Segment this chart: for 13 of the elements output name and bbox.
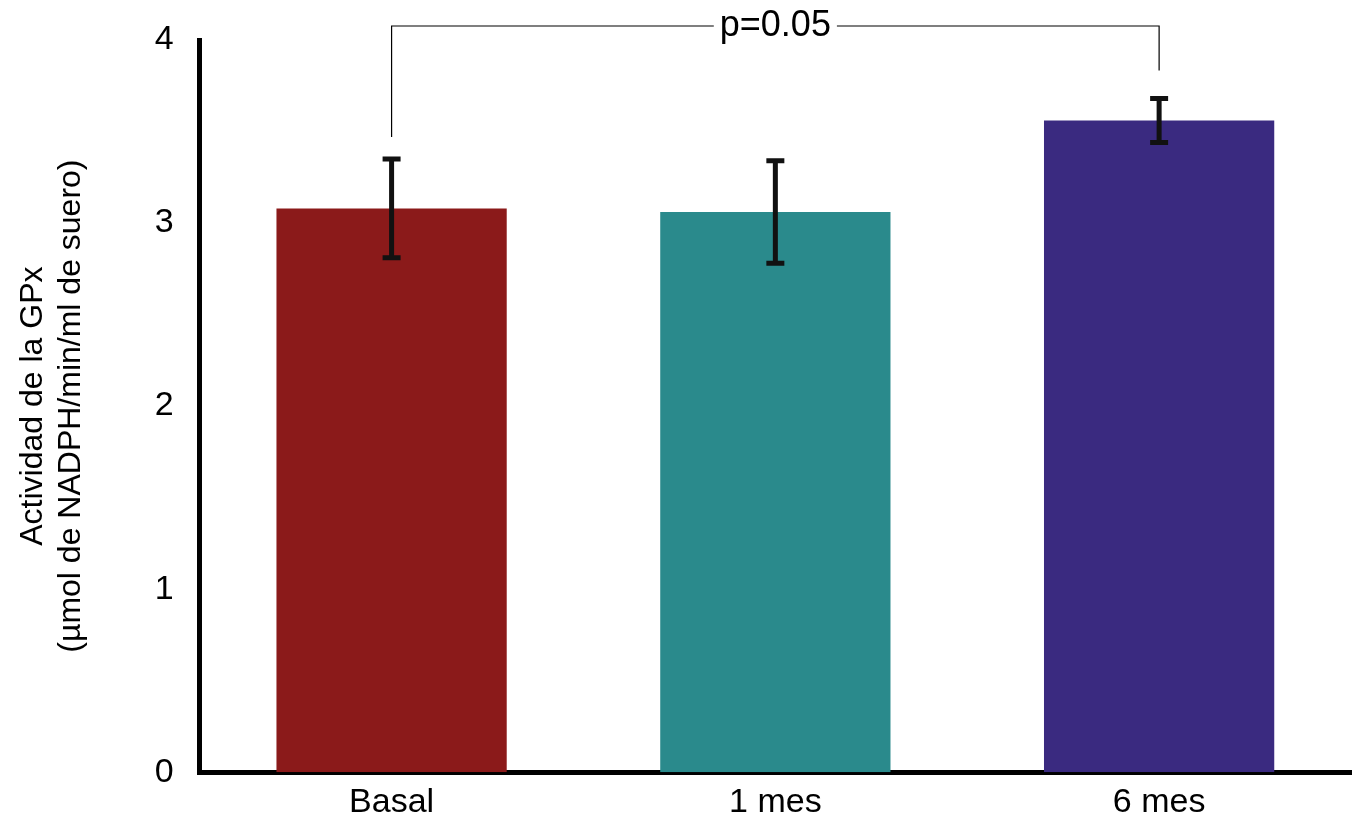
x-tick-label: 1 mes: [729, 780, 822, 819]
x-tick-label: 6 mes: [1112, 780, 1206, 819]
y-tick-label: 3: [154, 201, 174, 240]
bar: [660, 212, 891, 773]
y-tick-label: 0: [154, 750, 174, 789]
bar: [1043, 120, 1275, 773]
annotation: p=0.05: [719, 2, 831, 44]
y-tick-label: 2: [154, 384, 174, 423]
x-tick-label: Basal: [349, 780, 435, 819]
y-tick-label: 1: [154, 567, 174, 606]
y-tick-label: 4: [154, 18, 174, 57]
bar: [276, 208, 507, 773]
y-axis-title: Actividad de la GPx (µmol de NADPH/min/ml de suero): [13, 159, 88, 653]
